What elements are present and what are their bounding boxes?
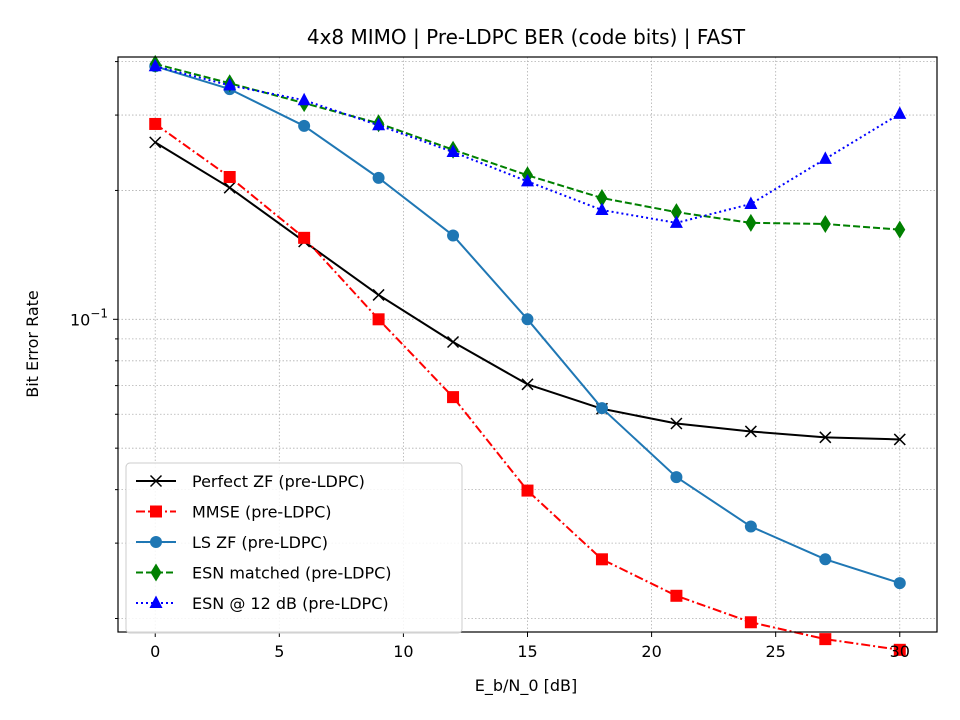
- square-marker: [744, 616, 757, 629]
- triangle-marker: [744, 196, 758, 209]
- square-marker: [595, 553, 608, 566]
- x-tick-label: 15: [517, 642, 537, 661]
- y-tick-label: 10−1: [70, 306, 108, 329]
- x-marker: [521, 378, 534, 391]
- x-tick-label: 5: [274, 642, 284, 661]
- axis-ticks: 0 5 10 15 20 25 30 10−1: [70, 61, 910, 661]
- circle-marker: [819, 553, 832, 566]
- x-tick-label: 0: [150, 642, 160, 661]
- legend-entry: LS ZF (pre-LDPC): [136, 533, 328, 552]
- legend-entry: Perfect ZF (pre-LDPC): [136, 472, 365, 491]
- chart-title: 4x8 MIMO | Pre-LDPC BER (code bits) | FA…: [307, 25, 746, 49]
- circle-marker: [521, 313, 534, 326]
- x-marker: [372, 288, 385, 301]
- legend-label: LS ZF (pre-LDPC): [192, 533, 328, 552]
- series-line: [154, 123, 900, 651]
- square-marker: [372, 313, 385, 326]
- series-1: [149, 136, 906, 446]
- y-axis-label: Bit Error Rate: [23, 290, 42, 398]
- circle-marker: [744, 520, 757, 533]
- legend-entry: ESN @ 12 dB (pre-LDPC): [136, 594, 389, 613]
- square-marker: [447, 391, 460, 404]
- x-marker: [223, 181, 236, 194]
- circle-marker: [595, 402, 608, 415]
- triangle-marker: [446, 144, 460, 157]
- x-marker: [670, 417, 683, 430]
- triangle-marker: [669, 215, 683, 228]
- x-tick-label: 30: [890, 642, 910, 661]
- triangle-marker: [893, 106, 907, 119]
- series-line: [154, 62, 900, 231]
- x-marker: [149, 474, 163, 488]
- legend-entry: MMSE (pre-LDPC): [136, 503, 332, 522]
- x-marker: [893, 433, 906, 446]
- square-marker: [223, 171, 236, 184]
- legend-label: ESN @ 12 dB (pre-LDPC): [192, 594, 389, 613]
- square-marker: [819, 633, 832, 646]
- triangle-marker: [297, 92, 311, 106]
- x-marker: [447, 335, 460, 349]
- x-axis-label: E_b/N_0 [dB]: [475, 676, 578, 696]
- circle-marker: [670, 471, 683, 484]
- x-marker: [744, 425, 757, 438]
- triangle-marker: [223, 77, 237, 91]
- legend-label: Perfect ZF (pre-LDPC): [192, 472, 365, 491]
- diamond-marker: [819, 214, 831, 233]
- x-tick-label: 20: [641, 642, 661, 661]
- circle-marker: [298, 119, 311, 132]
- triangle-marker: [521, 173, 534, 187]
- x-tick-label: 10: [393, 642, 413, 661]
- circle-marker: [150, 536, 162, 548]
- series-layer: [148, 54, 907, 656]
- triangle-marker: [595, 202, 609, 216]
- square-marker: [298, 231, 311, 244]
- legend-box: [125, 462, 463, 634]
- legend-entry: ESN matched (pre-LDPC): [136, 563, 392, 583]
- diamond-marker: [596, 189, 608, 208]
- x-marker: [819, 431, 832, 444]
- legend-label: MMSE (pre-LDPC): [192, 503, 332, 522]
- square-marker: [893, 643, 906, 656]
- triangle-marker: [372, 117, 386, 131]
- triangle-marker: [149, 595, 163, 608]
- x-tick-label: 25: [766, 642, 786, 661]
- diamond-marker: [894, 220, 906, 239]
- x-marker: [149, 136, 162, 149]
- triangle-marker: [148, 58, 162, 72]
- square-marker: [150, 505, 162, 518]
- square-marker: [149, 117, 162, 130]
- legend: Perfect ZF (pre-LDPC) MMSE (pre-LDPC) LS Z…: [125, 462, 463, 634]
- triangle-marker: [818, 151, 832, 164]
- series-2: [149, 117, 906, 656]
- circle-marker: [893, 577, 906, 590]
- legend-label: ESN matched (pre-LDPC): [192, 564, 392, 583]
- square-marker: [521, 484, 534, 497]
- circle-marker: [447, 229, 460, 242]
- series-5: [148, 58, 907, 228]
- diamond-marker: [670, 203, 682, 222]
- diamond-marker: [150, 563, 162, 582]
- diamond-marker: [745, 213, 757, 232]
- circle-marker: [372, 171, 385, 184]
- square-marker: [670, 589, 683, 602]
